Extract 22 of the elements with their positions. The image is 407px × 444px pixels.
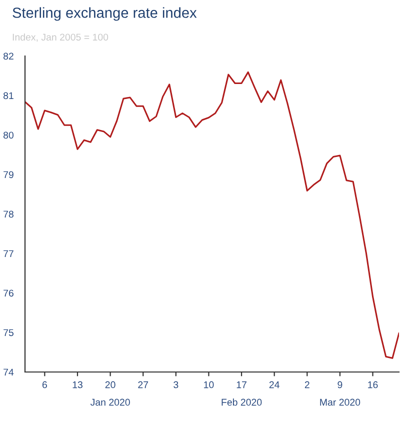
y-tick-label: 82	[4, 52, 14, 60]
x-tick-label: 3	[174, 381, 178, 388]
x-tick-label: 17 Feb 2020	[222, 381, 262, 406]
x-tick-label: 10	[204, 381, 214, 388]
x-tick-label: 13	[72, 381, 82, 388]
x-tick-label: 2	[304, 381, 310, 388]
y-tick-label: 79	[4, 171, 14, 178]
y-tick-label: 75	[4, 329, 14, 336]
x-tick-label: 16	[368, 381, 378, 388]
line-series	[25, 71, 399, 359]
x-tick-label: 9 Mar 2020	[320, 381, 360, 406]
x-tick-label: 27	[138, 381, 148, 388]
y-tick-label: 78	[4, 210, 14, 218]
y-tick-label: 76	[4, 290, 14, 297]
y-tick-label: 80	[4, 132, 14, 139]
x-tick-label: 20 Jan 2020	[90, 381, 130, 406]
y-tick-label: 74	[4, 368, 14, 376]
y-tick-label: 77	[4, 250, 14, 258]
x-tick-label: 6	[42, 381, 47, 388]
y-tick-label: 81	[4, 92, 14, 100]
x-tick-label: 24	[269, 381, 280, 388]
chart-title: Sterling exchange rate index	[12, 7, 197, 21]
